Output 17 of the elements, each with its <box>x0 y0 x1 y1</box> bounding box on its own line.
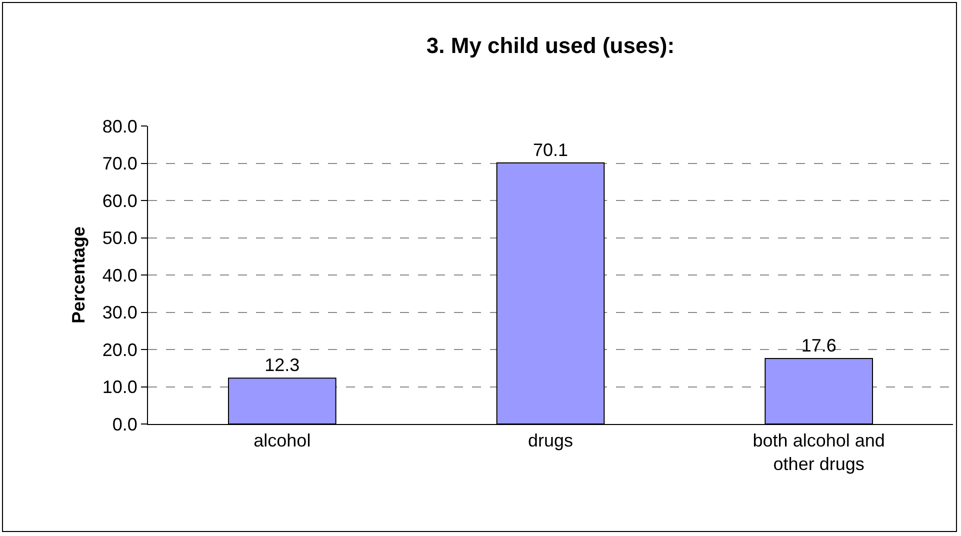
y-axis-title: Percentage <box>68 226 89 324</box>
data-label: 17.6 <box>801 335 836 356</box>
x-tick-label: both alcohol and other drugs <box>752 430 885 474</box>
y-tick-label: 50.0 <box>102 228 138 248</box>
y-tick-label: 40.0 <box>102 265 138 286</box>
y-tick-label: 10.0 <box>102 377 138 398</box>
y-tick-label: 80.0 <box>102 116 138 136</box>
y-tick-label: 0.0 <box>112 414 138 434</box>
y-tick-label: 30.0 <box>102 302 138 323</box>
y-tick-label: 60.0 <box>102 190 138 211</box>
data-label: 12.3 <box>264 355 300 376</box>
y-tick-label: 20.0 <box>102 340 138 360</box>
x-tick-label: drugs <box>528 430 574 451</box>
data-label: 70.1 <box>532 140 568 160</box>
chart-title: 3. My child used (uses): <box>426 32 675 58</box>
y-tick-label: 70.0 <box>102 154 138 174</box>
x-tick-label: alcohol <box>254 430 311 451</box>
